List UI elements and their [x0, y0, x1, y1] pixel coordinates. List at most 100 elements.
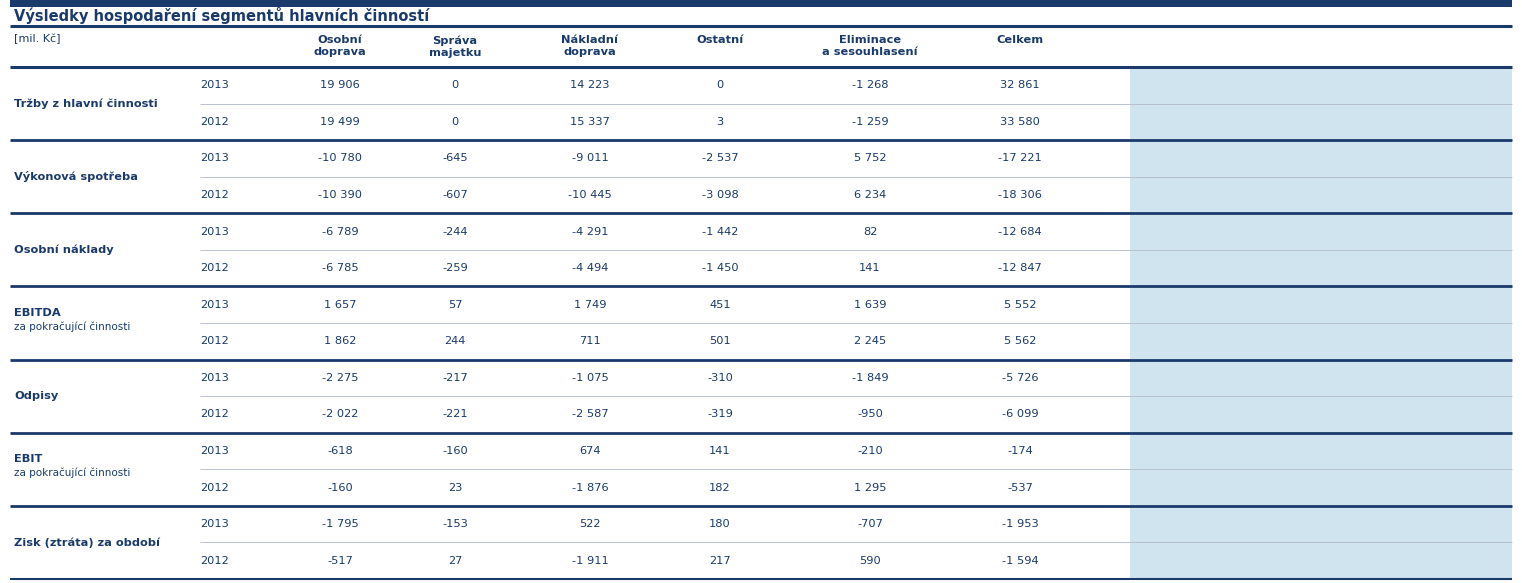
Text: Odpisy: Odpisy [14, 391, 58, 401]
Bar [1129, 67, 1511, 140]
Text: 674: 674 [580, 446, 601, 456]
Text: 2013: 2013 [199, 519, 228, 529]
Text: -1 442: -1 442 [702, 227, 738, 237]
Text: -10 445: -10 445 [568, 190, 612, 200]
Text: Zisk (ztráta) za období: Zisk (ztráta) za období [14, 537, 160, 547]
Text: 32 861: 32 861 [1000, 80, 1040, 90]
Text: -153: -153 [441, 519, 467, 529]
Text: -6 789: -6 789 [321, 227, 358, 237]
Bar [1129, 213, 1511, 286]
Text: 1 639: 1 639 [854, 300, 886, 310]
Text: 451: 451 [709, 300, 731, 310]
Text: 2013: 2013 [199, 300, 228, 310]
Text: -1 849: -1 849 [852, 373, 889, 383]
Text: -950: -950 [857, 409, 883, 419]
Text: -160: -160 [441, 446, 467, 456]
Text: 19 906: 19 906 [320, 80, 359, 90]
Text: -174: -174 [1008, 446, 1033, 456]
Text: 141: 141 [709, 446, 731, 456]
Bar [11, 0, 1511, 7]
Text: -707: -707 [857, 519, 883, 529]
Text: Celkem: Celkem [997, 35, 1044, 45]
Text: -2 022: -2 022 [321, 409, 358, 419]
Text: 590: 590 [858, 556, 881, 566]
Text: -221: -221 [443, 409, 467, 419]
Text: 15 337: 15 337 [571, 117, 610, 127]
Text: 2013: 2013 [199, 80, 228, 90]
Bar [1129, 140, 1511, 213]
Text: -1 876: -1 876 [572, 483, 609, 493]
Text: 1 862: 1 862 [324, 336, 356, 346]
Text: -4 494: -4 494 [572, 263, 609, 273]
Text: 2012: 2012 [199, 117, 228, 127]
Text: Výsledky hospodaření segmentů hlavních činností: Výsledky hospodaření segmentů hlavních č… [14, 8, 429, 24]
Text: Osobní
doprava: Osobní doprava [314, 35, 367, 57]
Text: -4 291: -4 291 [572, 227, 609, 237]
Text: 2013: 2013 [199, 446, 228, 456]
Text: 19 499: 19 499 [320, 117, 359, 127]
Text: EBITDA: EBITDA [14, 308, 61, 318]
Text: 2012: 2012 [199, 263, 228, 273]
Text: 2013: 2013 [199, 227, 228, 237]
Text: 14 223: 14 223 [571, 80, 610, 90]
Text: 3: 3 [717, 117, 723, 127]
Text: -1 953: -1 953 [1001, 519, 1038, 529]
Text: [mil. Kč]: [mil. Kč] [14, 34, 61, 44]
Text: 5 552: 5 552 [1003, 300, 1036, 310]
Text: 82: 82 [863, 227, 877, 237]
Text: 2012: 2012 [199, 483, 228, 493]
Text: 0: 0 [452, 117, 458, 127]
Text: -217: -217 [441, 373, 467, 383]
Text: -160: -160 [327, 483, 353, 493]
Text: 180: 180 [709, 519, 731, 529]
Text: 522: 522 [580, 519, 601, 529]
Text: -310: -310 [708, 373, 734, 383]
Text: 2013: 2013 [199, 153, 228, 163]
Text: 33 580: 33 580 [1000, 117, 1040, 127]
Text: 1 749: 1 749 [574, 300, 606, 310]
Text: -210: -210 [857, 446, 883, 456]
Text: 501: 501 [709, 336, 731, 346]
Bar [1129, 286, 1511, 360]
Text: Výkonová spotřeba: Výkonová spotřeba [14, 171, 139, 182]
Text: -645: -645 [443, 153, 467, 163]
Text: -618: -618 [327, 446, 353, 456]
Text: -10 780: -10 780 [318, 153, 362, 163]
Text: -12 684: -12 684 [998, 227, 1043, 237]
Text: EBIT: EBIT [14, 454, 43, 464]
Text: 1 295: 1 295 [854, 483, 886, 493]
Text: 0: 0 [452, 80, 458, 90]
Bar [1129, 433, 1511, 506]
Text: Osobní náklady: Osobní náklady [14, 245, 114, 255]
Text: 2012: 2012 [199, 336, 228, 346]
Text: 1 657: 1 657 [324, 300, 356, 310]
Text: -6 785: -6 785 [321, 263, 358, 273]
Text: -244: -244 [443, 227, 467, 237]
Text: -607: -607 [441, 190, 467, 200]
Text: -18 306: -18 306 [998, 190, 1043, 200]
Text: -2 587: -2 587 [572, 409, 609, 419]
Text: -1 259: -1 259 [852, 117, 889, 127]
Text: -6 099: -6 099 [1001, 409, 1038, 419]
Text: Správa
majetku: Správa majetku [429, 35, 481, 58]
Text: -10 390: -10 390 [318, 190, 362, 200]
Text: 5 752: 5 752 [854, 153, 886, 163]
Text: -1 075: -1 075 [572, 373, 609, 383]
Text: 141: 141 [860, 263, 881, 273]
Text: -9 011: -9 011 [572, 153, 609, 163]
Text: -3 098: -3 098 [702, 190, 738, 200]
Text: 2013: 2013 [199, 373, 228, 383]
Text: 27: 27 [447, 556, 463, 566]
Text: Ostatní: Ostatní [697, 35, 744, 45]
Text: -517: -517 [327, 556, 353, 566]
Text: 2 245: 2 245 [854, 336, 886, 346]
Text: -1 594: -1 594 [1001, 556, 1038, 566]
Text: -319: -319 [708, 409, 734, 419]
Text: -2 275: -2 275 [321, 373, 358, 383]
Text: Eliminace
a sesouhlasení: Eliminace a sesouhlasení [822, 35, 918, 57]
Text: 182: 182 [709, 483, 731, 493]
Bar [1129, 360, 1511, 433]
Text: Tržby z hlavní činnosti: Tržby z hlavní činnosti [14, 99, 158, 109]
Text: za pokračující činnosti: za pokračující činnosti [14, 468, 131, 478]
Text: za pokračující činnosti: za pokračující činnosti [14, 321, 131, 332]
